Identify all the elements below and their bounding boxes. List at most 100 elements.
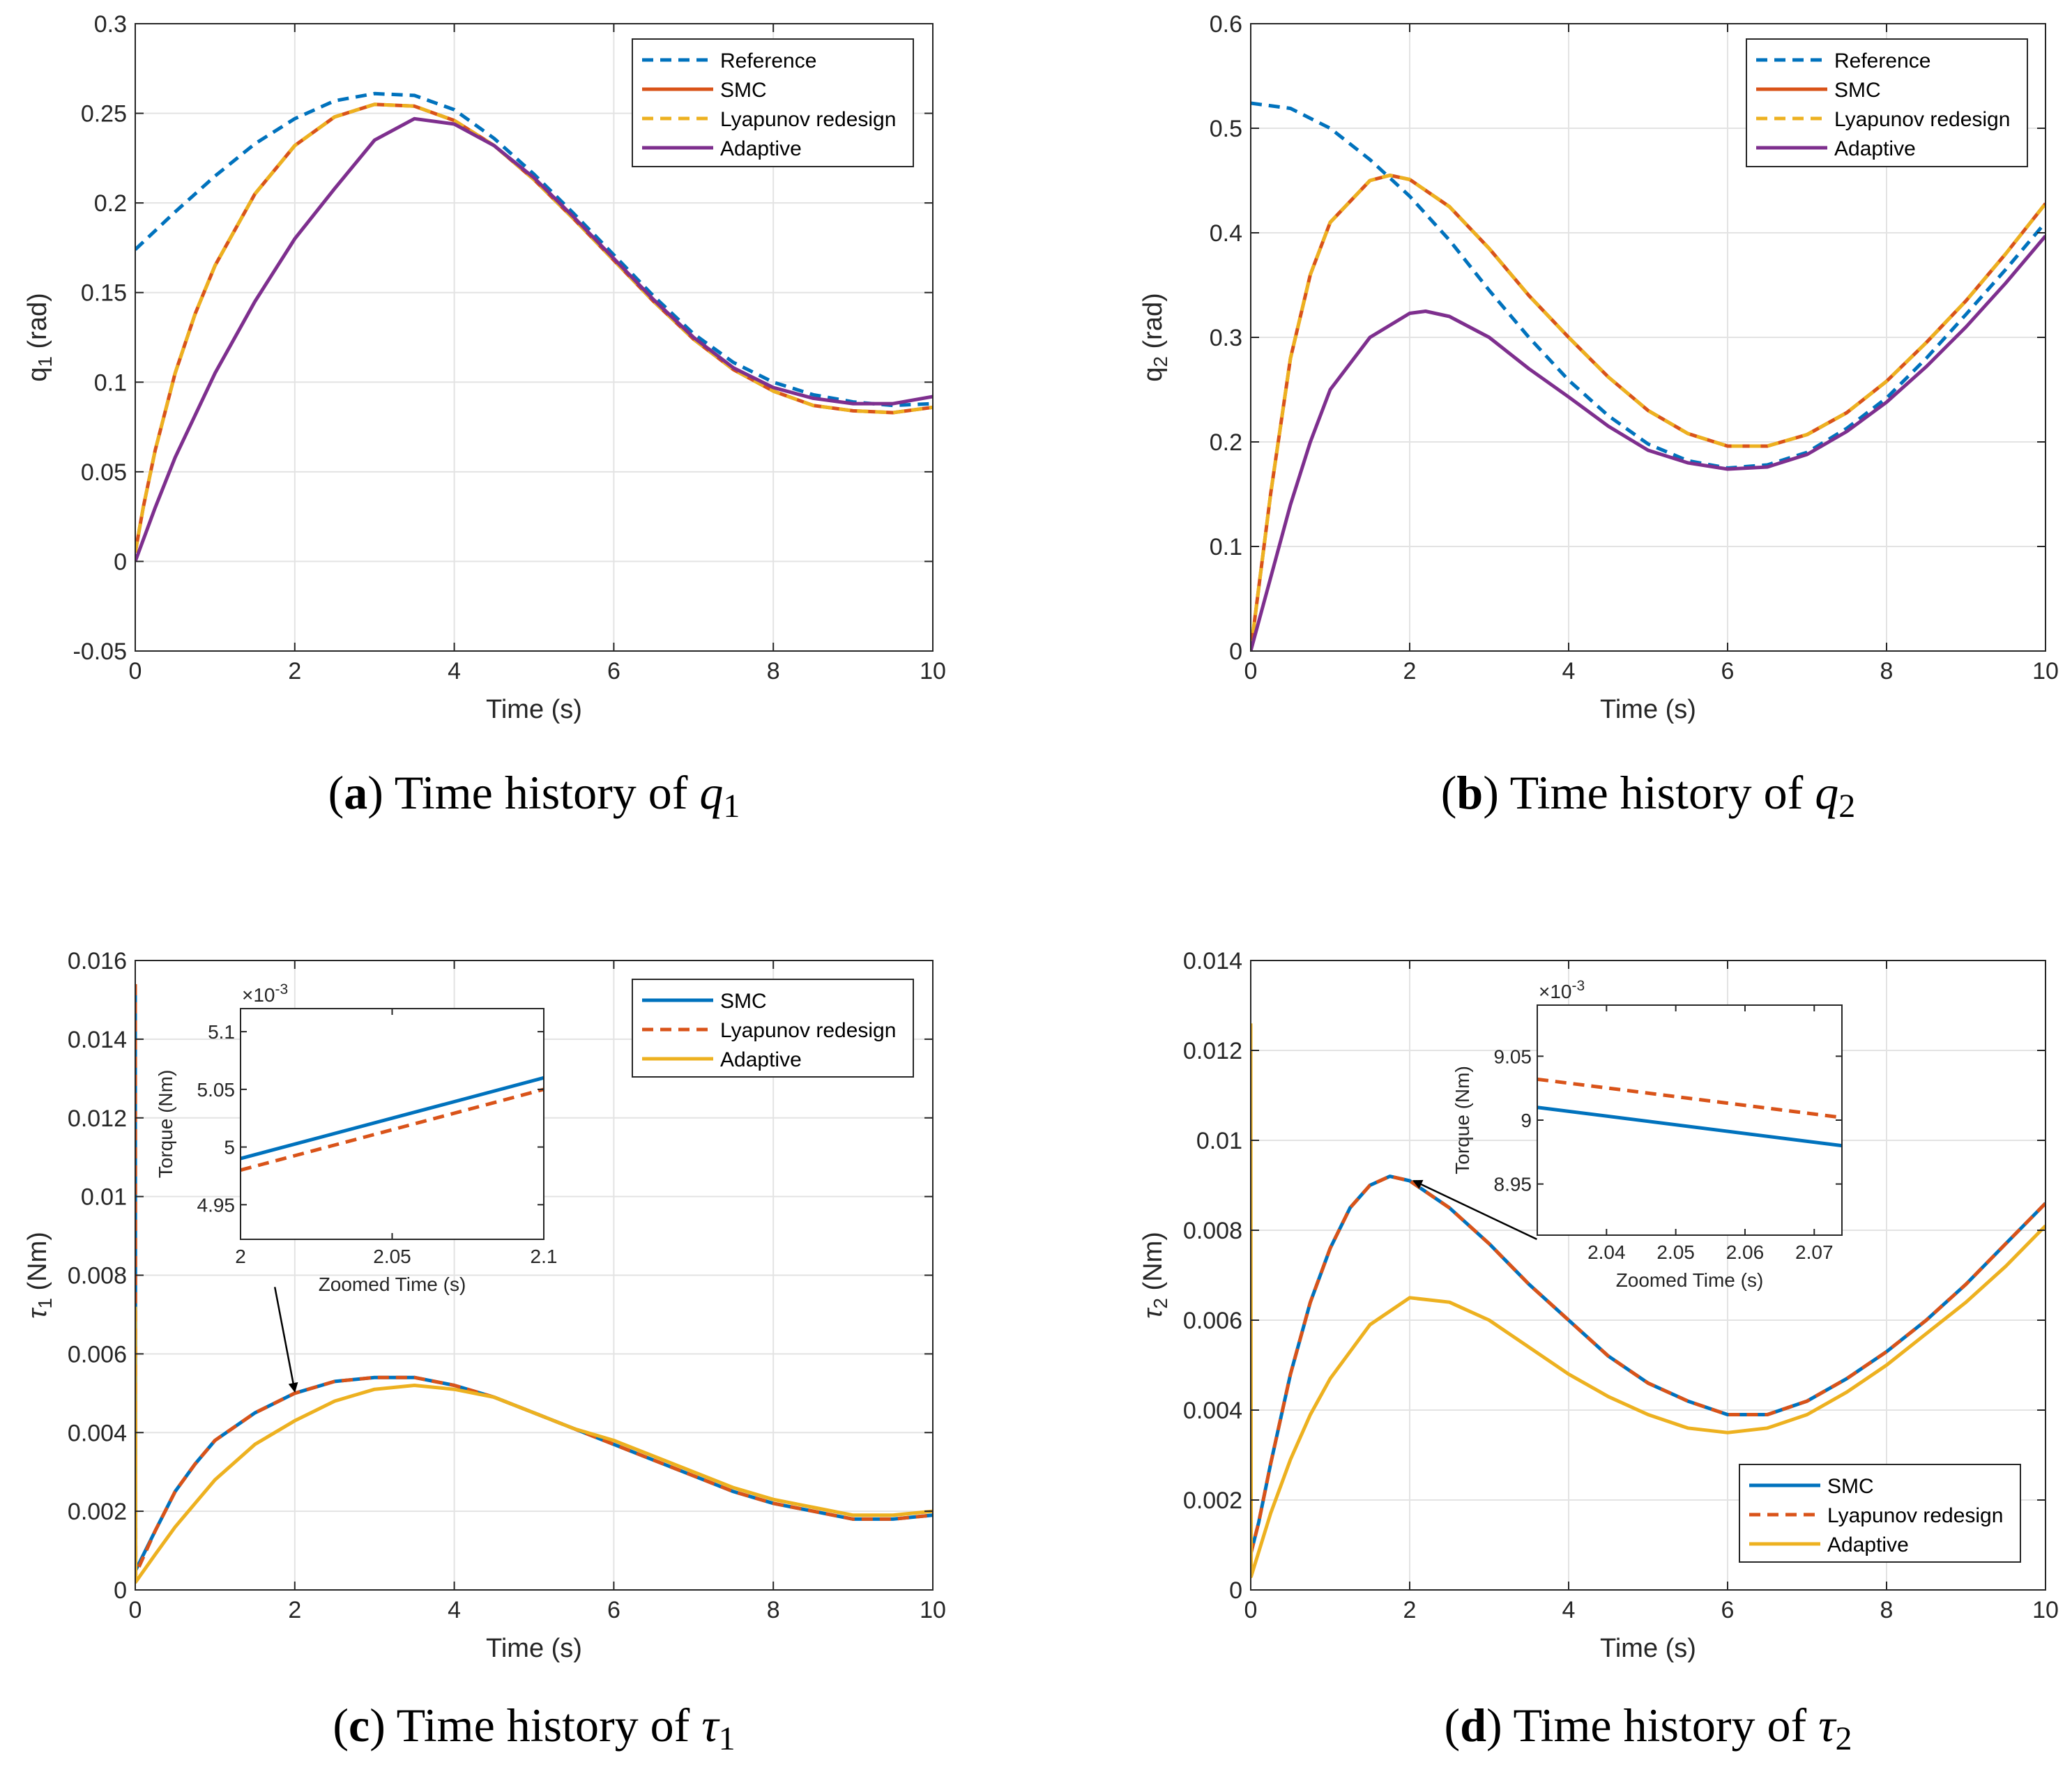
- x-tick-label: 4: [448, 658, 461, 684]
- x-tick-label: 6: [1721, 658, 1735, 684]
- y-axis-label: τ1 (Nm): [23, 1232, 56, 1319]
- y-tick-label: 0.002: [68, 1499, 127, 1525]
- y-tick-label: 0.3: [1210, 325, 1242, 351]
- inset-y-tick-label: 5.05: [197, 1079, 236, 1101]
- y-tick-label: 0: [114, 1577, 127, 1604]
- inset-series-line-smc: [1537, 1105, 1842, 1148]
- y-tick-label: 0.012: [1183, 1038, 1242, 1064]
- y-tick-label: 0.006: [68, 1341, 127, 1368]
- inset-exponent-label: ×10-3: [242, 981, 288, 1007]
- y-tick-label: 0.4: [1210, 220, 1242, 247]
- inset-series-line-lyapunov-redesign: [1537, 1077, 1842, 1119]
- y-tick-label: 0.05: [81, 459, 127, 486]
- series-line-adaptive: [1251, 234, 2046, 651]
- legend-label: Lyapunov redesign: [720, 108, 896, 131]
- x-axis-label: Time (s): [486, 1634, 582, 1663]
- inset-series-line-smc: [241, 1076, 544, 1161]
- inset-x-tick-label: 2.07: [1795, 1241, 1834, 1263]
- series-line-lyapunov-redesign: [135, 984, 933, 1576]
- panel-d: 0 2 4 6 8 10 0 0.002 0.004 0.006 0.008 0.01 0.012 0.0…: [1138, 948, 2059, 1757]
- panel-caption: (b) Time history of q2: [1441, 766, 1856, 825]
- zoom-arrow: [1412, 1179, 1537, 1241]
- legend-label: SMC: [1827, 1475, 1874, 1498]
- y-tick-label: 0: [1229, 638, 1242, 665]
- y-tick-label: 0.008: [68, 1263, 127, 1290]
- inset-x-tick-label: 2.1: [531, 1246, 558, 1267]
- inset-plot: 2 2.05 2.1 4.95 5 5.05 5.1 Zoomed Time (s) Torqu…: [155, 981, 557, 1296]
- legend: Reference SMC Lyapunov redesign Adaptive: [1746, 38, 2028, 167]
- plot-frame: [135, 23, 934, 652]
- y-tick-label: 0.15: [81, 280, 127, 307]
- x-tick-label: 8: [1880, 658, 1894, 684]
- panel-b: 0 2 4 6 8 10 0 0.1 0.2 0.3 0.4 0.5 0.6 Time (s) q2 (ra…: [1138, 11, 2059, 825]
- inset-y-tick-label: 5: [224, 1137, 235, 1158]
- x-tick-label: 10: [2032, 1597, 2059, 1623]
- inset-x-tick-label: 2: [235, 1246, 246, 1267]
- x-tick-label: 10: [920, 1597, 946, 1623]
- y-tick-label: -0.05: [73, 638, 128, 665]
- series-line-lyapunov-redesign: [1251, 174, 2046, 651]
- x-tick-label: 6: [607, 1597, 620, 1623]
- panel-caption: (d) Time history of τ2: [1445, 1699, 1852, 1757]
- legend: Reference SMC Lyapunov redesign Adaptive: [632, 38, 914, 167]
- y-tick-label: 0.012: [68, 1105, 127, 1132]
- inset-plot: 2.04 2.05 2.06 2.07 8.95 9 9.05 Zoomed Time (s)…: [1452, 978, 1843, 1291]
- panel-caption: (c) Time history of τ1: [333, 1699, 735, 1757]
- inset-y-tick-label: 4.95: [197, 1194, 236, 1216]
- y-axis-label: q1 (rad): [23, 293, 56, 382]
- inset-x-tick-label: 2.04: [1587, 1241, 1626, 1263]
- x-tick-label: 2: [288, 658, 301, 684]
- y-tick-label: 0.014: [68, 1027, 127, 1053]
- y-tick-label: 0.004: [68, 1420, 127, 1446]
- zoom-arrow: [273, 1287, 298, 1393]
- inset-x-tick-label: 2.06: [1726, 1241, 1765, 1263]
- legend: SMC Lyapunov redesign Adaptive: [632, 979, 914, 1078]
- inset-background: [241, 1009, 544, 1239]
- inset-x-tick-label: 2.05: [373, 1246, 411, 1267]
- x-tick-label: 6: [1721, 1597, 1735, 1623]
- x-tick-label: 10: [2032, 658, 2059, 684]
- inset-x-tick-label: 2.05: [1656, 1241, 1695, 1263]
- x-tick-label: 0: [129, 658, 142, 684]
- x-axis-label: Time (s): [1600, 695, 1696, 724]
- legend-label: SMC: [1834, 79, 1881, 102]
- y-tick-label: 0.002: [1183, 1487, 1242, 1514]
- series-line-smc: [135, 102, 933, 553]
- y-tick-label: 0.6: [1210, 11, 1242, 38]
- y-tick-label: 0.1: [94, 369, 127, 396]
- y-tick-label: 0: [1229, 1577, 1242, 1604]
- inset-series-line-lyapunov-redesign: [241, 1087, 544, 1172]
- y-axis-label: q2 (rad): [1138, 293, 1171, 382]
- x-tick-label: 8: [767, 658, 780, 684]
- panel-caption: (a) Time history of q1: [328, 766, 740, 825]
- y-tick-label: 0.01: [81, 1184, 127, 1211]
- x-tick-label: 2: [1403, 658, 1417, 684]
- legend-label: Lyapunov redesign: [1827, 1504, 2003, 1527]
- x-tick-label: 8: [767, 1597, 780, 1623]
- inset-exponent-label: ×10-3: [1539, 978, 1585, 1003]
- y-tick-label: 0.2: [94, 190, 127, 217]
- legend-label: Reference: [1834, 49, 1930, 72]
- x-axis-label: Time (s): [486, 695, 582, 724]
- x-tick-label: 4: [1562, 658, 1576, 684]
- y-tick-label: 0.3: [94, 11, 127, 38]
- inset-y-tick-label: 5.1: [208, 1021, 235, 1043]
- y-tick-label: 0.016: [68, 948, 127, 974]
- x-axis-label: Time (s): [1600, 1634, 1696, 1663]
- x-tick-label: 8: [1880, 1597, 1894, 1623]
- panel-c: 0 2 4 6 8 10 0 0.002 0.004 0.006 0.008 0.01 0.012 0.0…: [23, 948, 946, 1757]
- legend-label: Adaptive: [720, 137, 802, 160]
- inset-y-tick-label: 9: [1521, 1110, 1532, 1131]
- series-line-adaptive: [1251, 1023, 2046, 1579]
- series-line-lyapunov-redesign: [1251, 1174, 2046, 1555]
- inset-x-axis-label: Zoomed Time (s): [1616, 1269, 1764, 1291]
- inset-y-tick-label: 8.95: [1494, 1174, 1532, 1195]
- inset-y-axis-label: Torque (Nm): [1452, 1066, 1473, 1174]
- series-line-smc: [1251, 174, 2046, 651]
- legend-label: Adaptive: [1834, 137, 1916, 160]
- x-tick-label: 0: [1244, 658, 1258, 684]
- y-tick-label: 0: [114, 549, 127, 575]
- x-tick-label: 4: [448, 1597, 461, 1623]
- series-line-adaptive: [135, 1306, 933, 1584]
